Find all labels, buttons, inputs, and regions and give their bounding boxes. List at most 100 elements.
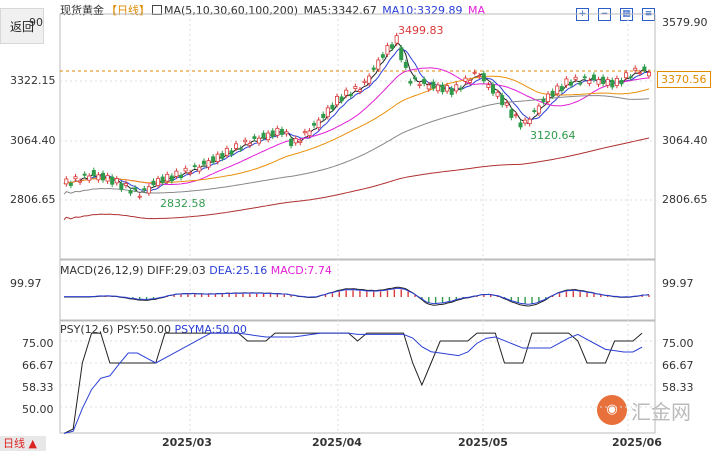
candle-body [197,166,202,172]
candle-body [536,105,541,114]
candle-body [362,80,367,83]
candle-body [293,138,298,144]
candle-body [266,132,271,141]
candle-body [133,187,138,190]
candle-body [380,54,385,58]
candle-body [440,84,445,93]
candle-body [137,195,142,198]
psy-line [63,332,643,434]
candle-body [481,73,486,82]
candle-body [348,94,353,97]
candle-body [298,140,303,143]
candle-body [169,175,174,182]
candle-body [101,172,106,181]
candle-body [463,77,468,82]
candle-body [174,170,179,177]
candle-body [353,86,358,89]
candle-body [546,93,551,103]
candle-body [87,175,92,181]
candle-body [68,183,73,186]
candle-body [371,67,376,70]
candle-body [417,83,422,86]
dea-line [64,287,650,305]
time-label: 2025/03 [162,436,212,449]
candle-body [206,160,211,168]
psy-label: 58.33 [22,381,54,394]
candle-body [647,71,652,77]
current-price-tag: 3370.56 [657,71,711,88]
candle-body [325,107,330,118]
timeframe-selector[interactable]: 日线 ▲ [0,436,46,451]
candle-body [454,84,459,92]
candle-body [426,84,431,90]
candle-body [73,176,78,180]
psy-label: 75.00 [22,337,54,350]
candle-body [500,95,505,106]
grid [59,13,656,434]
candle-body [376,59,381,70]
candle-body [339,96,344,102]
price-label-right: 3579.90 [662,16,708,29]
candle-body [215,153,220,162]
candle-body [385,45,390,55]
psy-label: 66.67 [22,359,54,372]
watermark-logo-icon: ◉ [597,395,627,425]
candle-body [270,130,275,137]
candle-body [146,186,151,194]
ma30-line [63,67,650,186]
candle-body [357,89,362,92]
ma60-line [63,75,650,185]
psy-label: 50.00 [22,403,54,416]
candle-body [321,113,326,118]
candle-body [445,85,450,92]
watermark: ◉ 汇金网 [597,395,695,429]
moving-averages [63,42,650,221]
psy-frame [59,320,656,434]
candle-body [224,148,229,156]
back-button[interactable]: 返回 [0,8,44,44]
candle-body [394,35,399,44]
candle-body [238,147,243,150]
candle-body [578,82,583,85]
candle-body [619,80,624,85]
candle-body [458,87,463,90]
price-label-right: 2806.65 [662,193,708,206]
candle-body [110,176,115,185]
low-annotation: 3120.64 [530,129,576,142]
psyma-line [63,332,643,434]
candles [64,32,652,200]
high-annotation: 3499.83 [398,24,444,37]
candle-body [477,75,482,78]
candle-body [550,90,555,97]
candle-body [114,178,119,184]
candle-body [247,142,252,146]
candle-body [408,80,413,84]
candle-body [211,156,216,163]
candle-body [201,160,206,165]
candle-body [642,66,647,71]
candle-body [156,178,161,186]
time-label: 2025/04 [312,436,362,449]
candle-body [128,190,133,194]
candle-body [256,137,261,144]
candle-body [307,130,312,136]
candle-body [564,78,569,86]
candle-body [573,76,578,80]
ma100-line [63,95,650,195]
candle-body [367,75,372,84]
candle-body [582,76,587,79]
candle-body [334,95,339,106]
candle-body [151,180,156,186]
candle-body [316,119,321,128]
candle-body [188,172,193,175]
candle-body [234,143,239,149]
candle-body [192,165,197,168]
candle-body [312,123,317,126]
watermark-text: 汇金网 [631,399,691,424]
candle-body [518,122,523,128]
candle-body [591,74,596,81]
time-label: 2025/05 [458,436,508,449]
candle-body [468,80,473,83]
candle-body [91,170,96,177]
